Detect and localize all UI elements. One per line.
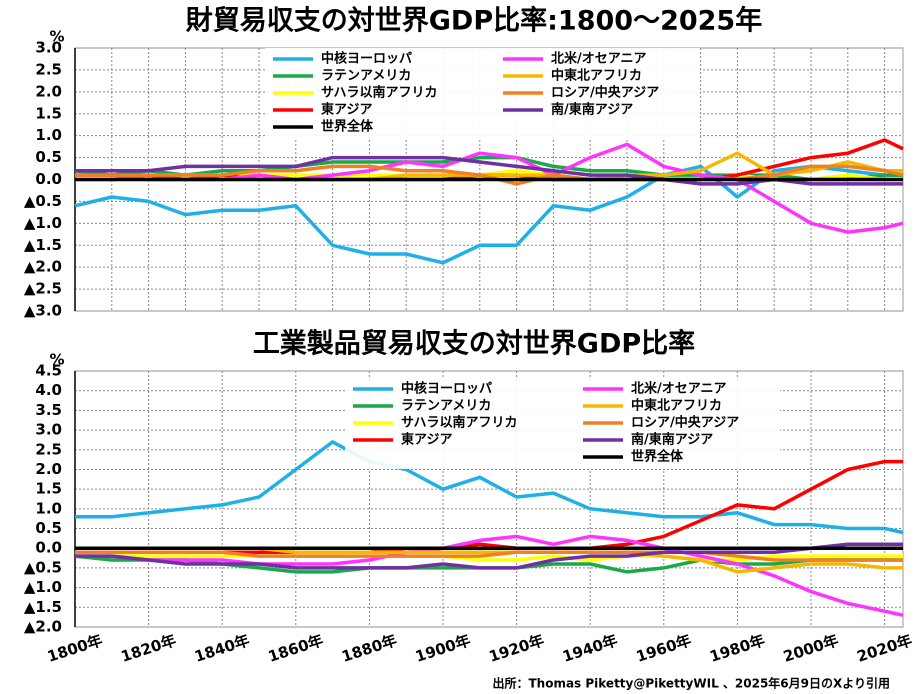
y-axis-unit: % [49,351,64,369]
x-tick-label: 1960年 [634,631,694,666]
legend-label: 世界全体 [321,119,374,135]
series-line [74,164,903,265]
x-tick-label: 2000年 [781,631,841,666]
source-note: 出所：Thomas Piketty@PikettyWIL 、2025年6月9日の… [492,676,890,691]
legend-label: 北米/オセアニア [551,51,647,67]
series-line [75,554,903,562]
y-tick-label: 0.0 [35,170,62,188]
y-tick-label: 3.0 [35,421,62,439]
y-tick-label: 2.0 [35,82,62,100]
y-tick-label: ▲1.5 [24,598,62,616]
legend-label: 中核ヨーロッパ [321,51,412,67]
legend-label: ラテンアメリカ [321,69,411,84]
legend-label: 南/東南アジア [551,102,633,118]
legend-label: 東アジア [401,432,452,448]
y-tick-label: 0.5 [35,519,62,537]
x-tick-label: 1920年 [487,631,547,666]
y-tick-label: 0.0 [35,539,62,557]
y-tick-label: ▲2.0 [24,258,62,276]
legend-label: サハラ以南アフリカ [401,415,517,431]
y-tick-label: 1.5 [35,104,62,122]
y-tick-label: ▲0.5 [24,192,62,210]
x-tick-label: 1900年 [413,631,473,666]
x-tick-label: 1940年 [560,631,620,666]
y-tick-label: 0.5 [35,148,62,166]
y-axis-unit: % [49,28,64,46]
x-tick-label: 1880年 [339,631,399,666]
y-tick-label: 1.0 [35,126,62,144]
y-tick-label: ▲0.5 [24,558,62,576]
series-line [75,542,903,570]
y-tick-label: 3.5 [35,401,62,419]
x-tick-label: 1840年 [192,631,252,666]
legend-label: ロシア/中央アジア [551,85,659,101]
x-tick-label: 1800年 [45,631,105,666]
y-tick-label: ▲3.0 [24,302,62,320]
y-tick-label: ▲2.5 [24,280,62,298]
x-tick-label: 1820年 [119,631,179,666]
series-line [75,534,904,617]
legend-label: ラテンアメリカ [401,399,491,414]
y-tick-label: 4.5 [35,362,62,380]
y-tick-label: 2.5 [35,440,62,458]
y-tick-label: 4.0 [35,381,62,399]
x-tick-label: 1980年 [707,631,767,666]
y-tick-label: 2.0 [35,460,62,478]
legend-label: 南/東南アジア [631,432,713,448]
y-tick-label: 3.0 [35,39,62,57]
y-tick-label: ▲1.5 [24,236,62,254]
legend-label: 東アジア [321,102,372,118]
y-tick-label: ▲2.0 [24,618,62,636]
legend-label: サハラ以南アフリカ [321,85,437,101]
legend-label: 中東北アフリカ [551,68,642,84]
series-line [75,440,904,535]
chart-title: 工業製品貿易収支の対世界GDP比率 [253,328,695,360]
legend-label: 中東北アフリカ [631,398,722,414]
legend-box [345,378,780,469]
legend-label: 世界全体 [631,449,684,465]
x-tick-label: 1860年 [266,631,326,666]
y-tick-label: 2.5 [35,60,62,78]
x-tick-label: 2020年 [855,631,915,666]
legend-label: ロシア/中央アジア [631,415,739,431]
y-tick-label: 1.0 [35,499,62,517]
y-tick-label: ▲1.0 [24,578,62,596]
legend-label: 北米/オセアニア [631,381,727,397]
series-line [75,550,903,562]
y-tick-label: 1.5 [35,480,62,498]
chart-title: 財貿易収支の対世界GDP比率:1800～2025年 [186,5,762,37]
y-tick-label: ▲1.0 [24,214,62,232]
legend-box [265,48,700,139]
legend-label: 中核ヨーロッパ [401,381,492,397]
